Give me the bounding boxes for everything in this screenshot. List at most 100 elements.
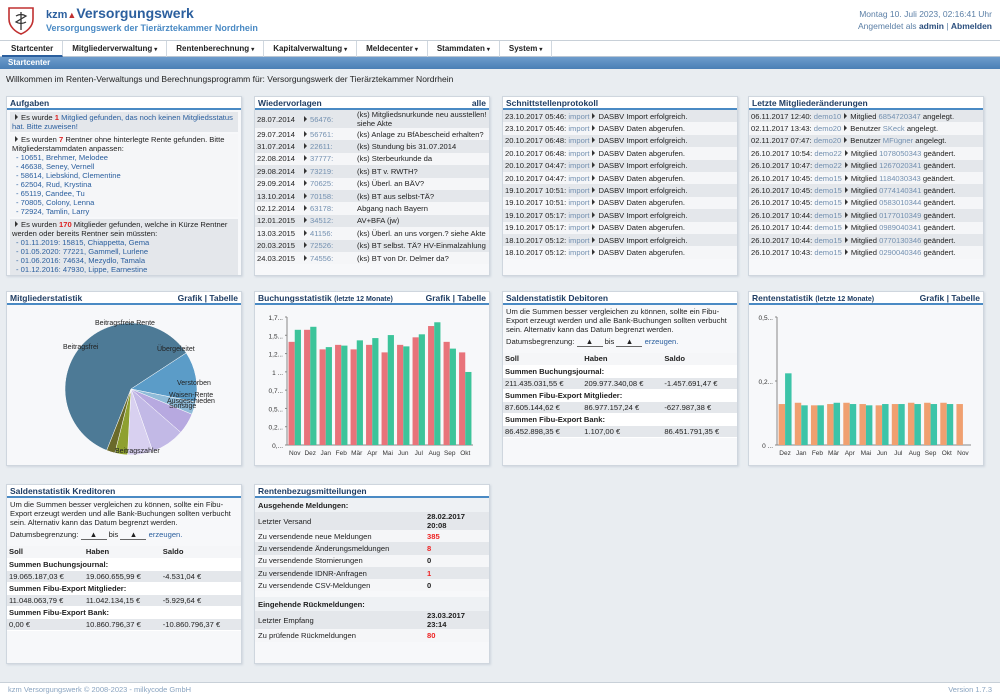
source-link[interactable]: import bbox=[568, 148, 590, 158]
bar[interactable] bbox=[465, 371, 472, 445]
task-entry[interactable]: - 70805, Colony, Lenna bbox=[16, 198, 95, 207]
list-item[interactable]: 18.10.2017 05:12: import DASBV Import erf… bbox=[503, 233, 737, 247]
date-to-input[interactable]: ▲ bbox=[616, 337, 643, 347]
bar[interactable] bbox=[304, 329, 311, 445]
list-item[interactable]: 19.10.2017 10:51: import DASBV Daten abge… bbox=[503, 196, 737, 210]
bar[interactable] bbox=[801, 405, 808, 445]
entity-link[interactable]: 0989040341 bbox=[879, 223, 922, 233]
menu-item[interactable]: Kapitalverwaltung ▾ bbox=[264, 41, 358, 57]
source-link[interactable]: import bbox=[568, 161, 590, 171]
logout-link[interactable]: Abmelden bbox=[950, 21, 992, 31]
erzeugen-link[interactable]: erzeugen. bbox=[148, 530, 183, 539]
bar[interactable] bbox=[443, 341, 450, 445]
bar[interactable] bbox=[356, 340, 363, 445]
list-item[interactable]: 29.07.2014 56761: (ks) Anlage zu BfAbesche… bbox=[255, 128, 489, 141]
bar[interactable] bbox=[833, 402, 841, 445]
source-link[interactable]: import bbox=[568, 210, 590, 220]
list-item[interactable]: 22.08.2014 37777: (ks) Sterbeurkunde da bbox=[255, 152, 489, 166]
tabelle-link[interactable]: Tabelle bbox=[209, 293, 238, 303]
bar[interactable] bbox=[849, 404, 857, 445]
list-item[interactable]: 26.10.2017 10:45: demo15 Mitglied 1184030… bbox=[749, 171, 983, 185]
bar[interactable] bbox=[930, 404, 938, 445]
bar[interactable] bbox=[325, 347, 332, 445]
entity-link[interactable]: 6854720347 bbox=[878, 111, 921, 121]
bar[interactable] bbox=[865, 405, 873, 445]
entity-link[interactable]: 0177010349 bbox=[879, 210, 922, 220]
user-link[interactable]: demo22 bbox=[814, 148, 842, 158]
source-link[interactable]: import bbox=[568, 173, 590, 183]
source-link[interactable]: import bbox=[568, 124, 590, 134]
task-entry[interactable]: - 01.05.2020: 77221, Gammell, Lurlene bbox=[16, 247, 149, 256]
user-link[interactable]: demo15 bbox=[814, 210, 842, 220]
bar[interactable] bbox=[940, 402, 947, 445]
bar[interactable] bbox=[387, 335, 394, 445]
list-item[interactable]: 02.11.2017 07:47: demo20 Benutzer MFügner… bbox=[749, 134, 983, 148]
source-link[interactable]: import bbox=[568, 223, 590, 233]
list-item[interactable]: 28.07.2014 56476: (ks) Mitgliedsnurkunde n… bbox=[255, 110, 489, 128]
list-item[interactable]: 20.03.2015 72526: (ks) BT selbst. TÄ? HV-E… bbox=[255, 239, 489, 252]
all-link[interactable]: alle bbox=[471, 98, 486, 108]
list-item[interactable]: 26.10.2017 10:54: demo22 Mitglied 1078050… bbox=[749, 147, 983, 160]
menu-item[interactable]: Mitgliederverwaltung ▾ bbox=[63, 41, 168, 57]
source-link[interactable]: import bbox=[568, 235, 590, 245]
list-item[interactable]: 20.10.2017 06:48: import DASBV Daten abge… bbox=[503, 147, 737, 160]
bar[interactable] bbox=[434, 322, 441, 445]
date-from-input[interactable]: ▲ bbox=[80, 530, 107, 540]
task-entry[interactable]: - 01.06.2016: 74634, Mezydlo, Tamala bbox=[16, 256, 146, 265]
task-item[interactable]: Es wurden 7 Rentner ohne hinterlegte Ren… bbox=[10, 134, 238, 217]
date-to-input[interactable]: ▲ bbox=[120, 530, 147, 540]
bar[interactable] bbox=[907, 402, 915, 445]
member-link[interactable]: 72526: bbox=[310, 241, 334, 251]
list-item[interactable]: 24.03.2015 74556: (ks) BT von Dr. Delmer d… bbox=[255, 251, 489, 265]
task-item[interactable]: Es wurden 170 Mitglieder gefunden, welch… bbox=[10, 219, 238, 275]
member-link[interactable]: 63178: bbox=[310, 204, 334, 214]
bar[interactable] bbox=[914, 404, 921, 445]
task-entry[interactable]: - 72924, Tamlin, Larry bbox=[16, 207, 90, 216]
bar[interactable] bbox=[875, 405, 883, 445]
task-entry[interactable]: - 58614, Liebskind, Clementine bbox=[16, 171, 121, 180]
bar[interactable] bbox=[817, 405, 824, 445]
member-link[interactable]: 74556: bbox=[310, 253, 334, 263]
list-item[interactable]: 23.10.2017 05:46: import DASBV Import erf… bbox=[503, 110, 737, 123]
list-item[interactable]: 20.10.2017 04:47: import DASBV Import erf… bbox=[503, 159, 737, 172]
list-item[interactable]: 26.10.2017 10:44: demo15 Mitglied 0989040… bbox=[749, 221, 983, 234]
bar[interactable] bbox=[810, 405, 818, 445]
pie-slice[interactable] bbox=[64, 322, 187, 451]
bar[interactable] bbox=[794, 402, 802, 445]
list-item[interactable]: 31.07.2014 22611: (ks) Stundung bis 31.07.… bbox=[255, 140, 489, 153]
member-link[interactable]: 56761: bbox=[310, 129, 334, 139]
list-item[interactable]: 12.01.2015 34512: AV+BFA (jw) bbox=[255, 214, 489, 228]
task-entry[interactable]: - 10651, Brehmer, Melodee bbox=[16, 153, 109, 162]
bar[interactable] bbox=[350, 349, 357, 445]
bar[interactable] bbox=[319, 349, 326, 445]
bar[interactable] bbox=[898, 404, 905, 445]
member-link[interactable]: 70158: bbox=[310, 191, 334, 201]
list-item[interactable]: 13.10.2014 70158: (ks) BT aus selbst-TÄ? bbox=[255, 189, 489, 203]
bar[interactable] bbox=[418, 334, 425, 445]
tabelle-link[interactable]: Tabelle bbox=[951, 293, 980, 303]
erzeugen-link[interactable]: erzeugen. bbox=[644, 337, 679, 346]
tabelle-link[interactable]: Tabelle bbox=[457, 293, 486, 303]
source-link[interactable]: import bbox=[568, 136, 590, 146]
list-item[interactable]: 13.03.2015 41156: (ks) Überl. an uns vorge… bbox=[255, 227, 489, 240]
member-link[interactable]: 37777: bbox=[310, 154, 334, 164]
user-link[interactable]: demo20 bbox=[813, 124, 842, 134]
entity-link[interactable]: 0583010344 bbox=[879, 198, 922, 208]
list-item[interactable]: 02.12.2014 63178: Abgang nach Bayern bbox=[255, 202, 489, 215]
bar[interactable] bbox=[946, 404, 954, 445]
list-item[interactable]: 29.08.2014 73219: (ks) BT v. RWTH? bbox=[255, 165, 489, 178]
list-item[interactable]: 06.11.2017 12:40: demo10 Mitglied 6854720… bbox=[749, 110, 983, 123]
entity-link[interactable]: 0770130346 bbox=[879, 235, 922, 245]
user-link[interactable]: demo15 bbox=[814, 235, 842, 245]
list-item[interactable]: 20.10.2017 06:48: import DASBV Import erf… bbox=[503, 134, 737, 148]
list-item[interactable]: 26.10.2017 10:45: demo15 Mitglied 0774140… bbox=[749, 184, 983, 197]
pie-slice[interactable] bbox=[106, 388, 132, 454]
grafik-link[interactable]: Grafik bbox=[919, 293, 945, 303]
user-link[interactable]: demo15 bbox=[814, 198, 842, 208]
bar[interactable] bbox=[341, 345, 348, 445]
list-item[interactable]: 20.10.2017 04:47: import DASBV Daten abge… bbox=[503, 171, 737, 185]
member-link[interactable]: 73219: bbox=[310, 166, 334, 176]
entity-link[interactable]: MFügner bbox=[882, 136, 914, 146]
bar[interactable] bbox=[891, 404, 899, 445]
bar[interactable] bbox=[859, 404, 866, 445]
